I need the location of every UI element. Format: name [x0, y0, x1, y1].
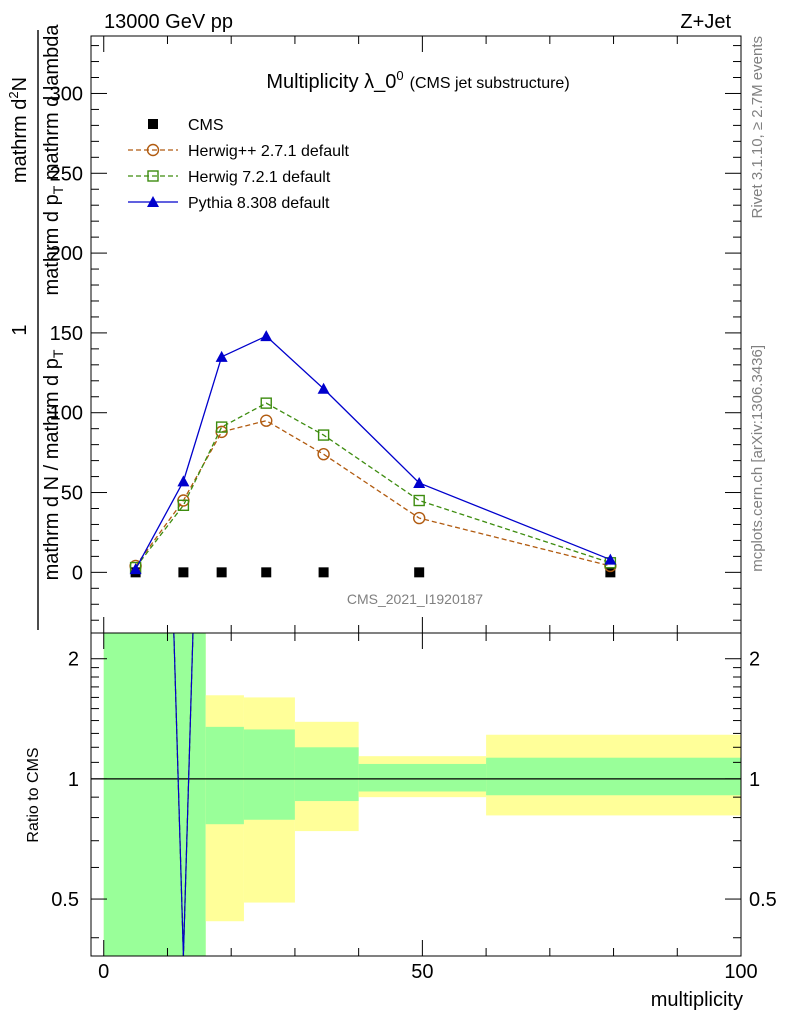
data-point-cms [318, 567, 329, 578]
mcplots-label: mcplots.cern.ch [arXiv:1306.3436] [749, 345, 766, 572]
green-band-bin [486, 757, 741, 796]
data-point-pythia8 [260, 330, 273, 342]
process-label: Z+Jet [680, 11, 731, 33]
data-point-herwigpp [260, 414, 273, 427]
series-line-pythia8 [135, 335, 611, 570]
main-panel: 0 50 100 150 200 250 300 Multiplicity λ_00 (CMS… [50, 35, 742, 634]
ratio-ytick-label: 2 [68, 649, 79, 671]
data-point-herwig7 [317, 429, 330, 441]
main-ytick-label: 0 [72, 562, 83, 584]
x-axis-label: multiplicity [651, 989, 743, 1011]
analysis-watermark: CMS_2021_I1920187 [347, 591, 483, 607]
ratio-ytick-label: 1 [68, 769, 79, 791]
main-ytick-label: 50 [61, 483, 83, 505]
series-herwigpp [129, 414, 617, 573]
legend-marker-pythia8 [147, 196, 159, 207]
main-ytick-label: 100 [50, 403, 83, 425]
ratio-ytick-label: 0.5 [51, 889, 79, 911]
data-point-cms [178, 567, 189, 578]
legend-marker-herwigpp [146, 143, 160, 157]
legend-marker-herwig7 [147, 170, 159, 182]
main-ytick-label: 250 [50, 163, 83, 185]
ratio-ytick-label-right: 0.5 [749, 889, 777, 911]
legend-entry-pythia8: Pythia 8.308 default [128, 195, 330, 212]
series-cms [130, 567, 616, 578]
xtick-label: 0 [98, 961, 109, 983]
data-point-herwig7 [260, 397, 272, 409]
data-point-cms [605, 567, 616, 578]
chart-title: Multiplicity λ_00 (CMS jet substructure) [266, 68, 569, 93]
ylabel-numerator: 1 [9, 324, 31, 335]
green-band-bin [294, 747, 359, 802]
ratio-panel: 0.5 0.5 1 1 2 2 0 50 100 [51, 632, 777, 983]
rivet-label: Rivet 3.1.10, ≥ 2.7M events [749, 36, 766, 219]
data-point-cms [261, 567, 272, 578]
ratio-ytick-label-right: 2 [749, 649, 760, 671]
legend-label-herwigpp: Herwig++ 2.7.1 default [188, 143, 350, 160]
legend-marker-cms [148, 119, 158, 129]
ratio-uncertainty-bands [91, 633, 741, 956]
data-point-herwigpp [317, 448, 330, 461]
data-point-pythia8 [604, 553, 617, 565]
green-band-bin [205, 726, 244, 825]
legend: CMS Herwig++ 2.7.1 default Herwig 7.2.1 de… [128, 117, 350, 212]
ratio-ytick-label-right: 1 [749, 769, 760, 791]
data-point-pythia8 [317, 382, 330, 394]
main-ytick-label: 300 [50, 83, 83, 105]
energy-label: 13000 GeV pp [104, 11, 233, 33]
data-point-herwig7 [177, 499, 190, 511]
ylabel-inner-top: mathrm d2N [6, 77, 31, 183]
data-point-pythia8 [129, 563, 142, 575]
green-band-bin [358, 763, 487, 792]
legend-entry-herwigpp: Herwig++ 2.7.1 default [128, 143, 350, 160]
data-point-cms [414, 567, 425, 578]
data-point-pythia8 [413, 476, 426, 488]
ratio-frame [90, 632, 742, 957]
legend-label-pythia8: Pythia 8.308 default [188, 195, 330, 212]
legend-label-cms: CMS [188, 117, 224, 134]
legend-entry-cms: CMS [148, 117, 224, 134]
data-point-cms [216, 567, 227, 578]
green-band-bin [243, 729, 295, 820]
ylabel-inner-bottom: mathrm d pT mathrm d lambda [41, 24, 66, 296]
legend-entry-herwig7: Herwig 7.2.1 default [128, 169, 331, 186]
series-line-herwigpp [135, 420, 611, 567]
data-point-pythia8 [215, 350, 228, 362]
xtick-label: 100 [724, 961, 757, 983]
main-ytick-label: 200 [50, 243, 83, 265]
series-line-herwig7 [135, 402, 611, 568]
series-herwig7 [129, 397, 617, 574]
data-point-pythia8 [177, 475, 190, 487]
data-point-herwigpp [412, 511, 426, 525]
main-y-axis-label: 1 mathrm d N / mathrm d pT mathrm d2N ma… [6, 24, 66, 630]
ratio-y-axis-label: Ratio to CMS [25, 747, 42, 842]
main-ytick-label: 150 [50, 323, 83, 345]
ylabel-denominator: mathrm d N / mathrm d pT [41, 349, 66, 580]
series-pythia8 [129, 330, 617, 575]
xtick-label: 50 [411, 961, 433, 983]
data-point-herwig7 [215, 421, 228, 433]
main-series [129, 330, 617, 578]
legend-label-herwig7: Herwig 7.2.1 default [188, 169, 331, 186]
data-point-herwig7 [413, 494, 425, 507]
green-band-bin [103, 633, 206, 956]
main-ticks: 0 50 100 150 200 250 300 [50, 36, 742, 633]
ratio-ticks: 0.5 0.5 1 1 2 2 0 50 100 [51, 633, 777, 983]
